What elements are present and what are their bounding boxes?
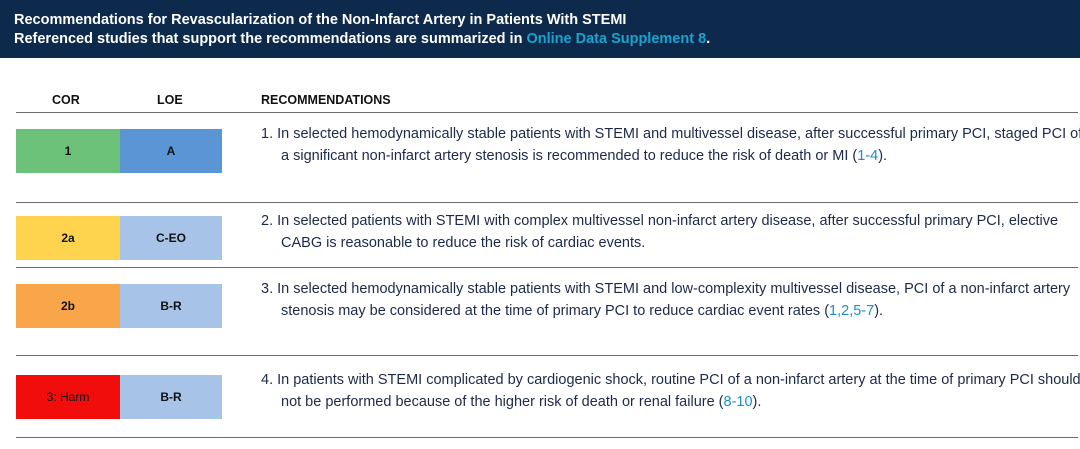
loe-badge: A [120, 129, 222, 173]
column-header-loe: LOE [157, 93, 183, 107]
loe-badge: B-R [120, 284, 222, 328]
recommendation-text: 1. In selected hemodynamically stable pa… [261, 126, 1080, 164]
recommendation-text: 2. In selected patients with STEMI with … [261, 213, 1059, 251]
reference-link[interactable]: 1-4 [857, 147, 879, 164]
recommendation-row-3: 2b B-R 3. In selected hemodynamically st… [16, 267, 1078, 356]
recommendation-row-1: 1 A 1. In selected hemodynamically stabl… [16, 112, 1080, 203]
table-subtitle: Referenced studies that support the reco… [14, 31, 711, 47]
loe-badge: B-R [120, 375, 222, 419]
recommendation-text: 4. In patients with STEMI complicated by… [261, 372, 1080, 410]
reference-link[interactable]: 8-10 [723, 393, 753, 410]
reference-link[interactable]: 1,2,5-7 [829, 302, 875, 319]
header-divider [16, 112, 1078, 113]
column-header-cor: COR [52, 93, 80, 107]
table-title: Recommendations for Revascularization of… [14, 12, 627, 28]
recommendation-text: 3. In selected hemodynamically stable pa… [261, 281, 1071, 319]
column-header-recommendations: RECOMMENDATIONS [261, 93, 391, 107]
cor-badge: 1 [16, 129, 120, 173]
cor-badge: 3: Harm [16, 375, 120, 419]
loe-badge: C-EO [120, 216, 222, 260]
recommendation-row-4: 3: Harm B-R 4. In patients with STEMI co… [16, 355, 1080, 438]
table-header-banner: Recommendations for Revascularization of… [0, 0, 1080, 58]
online-data-supplement-link[interactable]: Online Data Supplement 8 [526, 31, 707, 47]
cor-badge: 2a [16, 216, 120, 260]
cor-badge: 2b [16, 284, 120, 328]
recommendation-row-2: 2a C-EO 2. In selected patients with STE… [16, 202, 1078, 268]
